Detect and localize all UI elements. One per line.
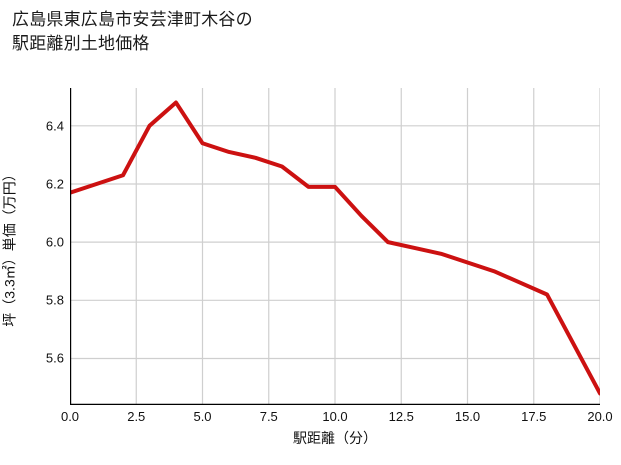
x-axis-label: 駅距離（分） xyxy=(293,430,377,446)
price-line-series xyxy=(70,100,600,396)
x-tick-label: 0.0 xyxy=(60,409,80,424)
x-tick-label: 10.0 xyxy=(322,409,348,424)
chart-title: 広島県東広島市安芸津町木谷の 駅距離別土地価格 xyxy=(12,10,253,54)
y-axis-tick-labels: 5.6 5.8 6.0 6.2 6.4 xyxy=(28,88,64,405)
x-tick-label: 15.0 xyxy=(454,409,481,424)
vertical-gridlines xyxy=(70,88,600,405)
x-axis-tick-labels: 0.0 2.5 5.0 7.5 10.0 12.5 15.0 17.5 20.0 xyxy=(61,409,613,427)
y-tick-label: 6.0 xyxy=(45,234,64,250)
y-tick-label: 5.8 xyxy=(45,292,64,308)
x-tick-label: 2.5 xyxy=(127,409,146,424)
y-axis-label-text: 坪（3.3㎡）単価（万円） xyxy=(2,166,18,327)
x-tick-label: 5.0 xyxy=(193,409,212,424)
y-tick-label: 6.2 xyxy=(45,176,64,192)
x-tick-label: 17.5 xyxy=(521,409,547,424)
x-tick-label: 12.5 xyxy=(388,409,414,424)
x-tick-label: 7.5 xyxy=(259,409,278,424)
y-axis-label: 坪（3.3㎡）単価（万円） xyxy=(0,88,22,405)
chart-canvas xyxy=(70,88,600,405)
plot-area xyxy=(70,88,600,405)
y-tick-label: 6.4 xyxy=(45,118,64,134)
x-tick-label: 20.0 xyxy=(587,409,613,424)
y-tick-label: 5.6 xyxy=(45,350,64,366)
